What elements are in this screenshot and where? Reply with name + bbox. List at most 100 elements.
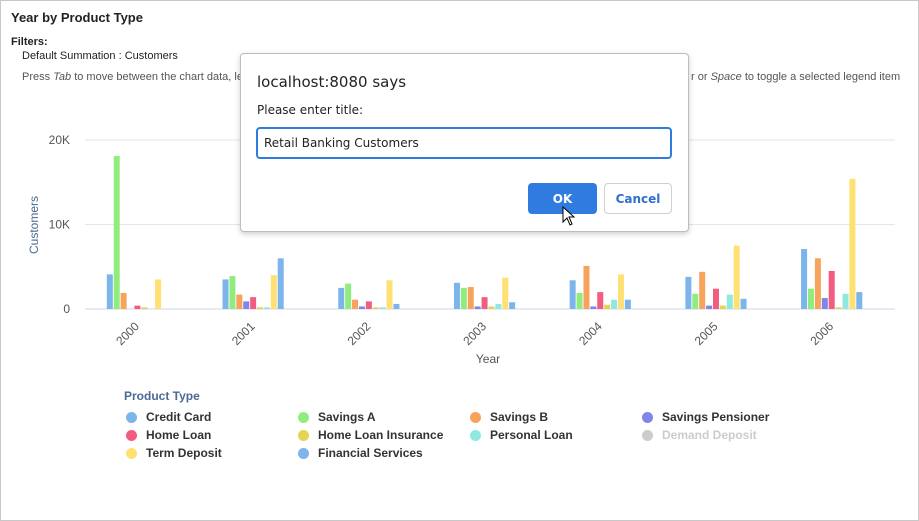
mouse-cursor-icon bbox=[562, 206, 576, 226]
x-tick-label: 2003 bbox=[460, 319, 489, 348]
bar-personal-loan-2004[interactable] bbox=[611, 299, 618, 309]
bar-personal-loan-2001[interactable] bbox=[263, 307, 270, 309]
legend-marker-icon bbox=[298, 411, 309, 423]
bar-home-loan-2004[interactable] bbox=[597, 292, 604, 309]
bar-home-loan-insurance-2002[interactable] bbox=[372, 307, 379, 309]
bar-home-loan-2005[interactable] bbox=[712, 288, 719, 309]
bar-savings-a-2005[interactable] bbox=[692, 293, 699, 309]
bar-term-deposit-2004[interactable] bbox=[617, 274, 624, 309]
bar-term-deposit-2002[interactable] bbox=[386, 280, 393, 309]
bar-savings-a-2003[interactable] bbox=[460, 287, 467, 309]
bar-credit-card-2005[interactable] bbox=[685, 276, 692, 309]
bar-credit-card-2006[interactable] bbox=[801, 249, 808, 309]
legend-label: Home Loan Insurance bbox=[318, 428, 444, 442]
bar-term-deposit-2006[interactable] bbox=[849, 178, 856, 309]
bar-savings-b-2003[interactable] bbox=[467, 287, 474, 309]
legend-item-home-loan-insurance[interactable]: Home Loan Insurance bbox=[298, 428, 443, 442]
bar-term-deposit-2001[interactable] bbox=[270, 275, 277, 309]
hint-key: Space bbox=[710, 71, 742, 83]
bar-home-loan-insurance-2006[interactable] bbox=[835, 307, 842, 309]
bar-home-loan-2002[interactable] bbox=[365, 301, 372, 309]
dialog-message: Please enter title: bbox=[257, 103, 364, 117]
bar-savings-pensioner-2001[interactable] bbox=[243, 301, 250, 309]
legend-marker-icon bbox=[470, 411, 481, 423]
bar-savings-pensioner-2003[interactable] bbox=[474, 306, 481, 309]
bar-savings-a-2004[interactable] bbox=[576, 292, 583, 309]
bar-savings-b-2005[interactable] bbox=[699, 271, 706, 309]
bar-home-loan-insurance-2001[interactable] bbox=[257, 307, 264, 309]
bar-savings-pensioner-2006[interactable] bbox=[821, 298, 828, 309]
bar-financial-services-2005[interactable] bbox=[740, 298, 747, 309]
bar-savings-pensioner-2002[interactable] bbox=[358, 306, 365, 309]
legend-item-savings-pensioner[interactable]: Savings Pensioner bbox=[642, 410, 769, 424]
bar-home-loan-insurance-2000[interactable] bbox=[141, 307, 148, 309]
y-tick-label: 20K bbox=[49, 133, 70, 147]
x-tick-label: 2001 bbox=[229, 319, 258, 348]
legend-marker-icon bbox=[642, 411, 653, 423]
bar-savings-b-2002[interactable] bbox=[352, 299, 359, 309]
bar-home-loan-2000[interactable] bbox=[134, 305, 141, 309]
bar-personal-loan-2003[interactable] bbox=[495, 303, 502, 309]
hint-text: Press bbox=[22, 71, 54, 83]
title-input[interactable] bbox=[256, 127, 672, 159]
x-tick-label: 2002 bbox=[345, 319, 374, 348]
legend-item-savings-b[interactable]: Savings B bbox=[470, 410, 548, 424]
bar-home-loan-insurance-2003[interactable] bbox=[488, 306, 495, 309]
bar-credit-card-2001[interactable] bbox=[222, 279, 229, 309]
bar-savings-pensioner-2004[interactable] bbox=[590, 306, 597, 309]
hint-text: to move between the chart data, le bbox=[71, 71, 243, 83]
legend-item-term-deposit[interactable]: Term Deposit bbox=[126, 446, 222, 460]
legend-item-demand-deposit[interactable]: Demand Deposit bbox=[642, 428, 757, 442]
bar-credit-card-2000[interactable] bbox=[106, 274, 113, 309]
bar-home-loan-insurance-2005[interactable] bbox=[719, 305, 726, 309]
legend-item-financial-services[interactable]: Financial Services bbox=[298, 446, 423, 460]
bar-financial-services-2003[interactable] bbox=[509, 302, 516, 309]
legend-title: Product Type bbox=[124, 389, 200, 403]
legend-marker-icon bbox=[298, 447, 309, 459]
bar-personal-loan-2002[interactable] bbox=[379, 307, 386, 309]
bar-credit-card-2004[interactable] bbox=[569, 280, 576, 309]
legend-item-home-loan[interactable]: Home Loan bbox=[126, 428, 211, 442]
bar-savings-a-2006[interactable] bbox=[807, 288, 814, 309]
legend-label: Savings Pensioner bbox=[662, 410, 770, 424]
legend-label: Personal Loan bbox=[490, 428, 573, 442]
cancel-button[interactable]: Cancel bbox=[604, 183, 672, 214]
bar-home-loan-insurance-2004[interactable] bbox=[604, 304, 611, 309]
legend-label: Demand Deposit bbox=[662, 428, 757, 442]
bar-savings-a-2001[interactable] bbox=[229, 276, 236, 309]
hint-key: Tab bbox=[53, 71, 72, 83]
bar-credit-card-2003[interactable] bbox=[453, 282, 460, 309]
legend-item-credit-card[interactable]: Credit Card bbox=[126, 410, 211, 424]
bar-savings-b-2004[interactable] bbox=[583, 265, 590, 309]
prompt-dialog: localhost:8080 says Please enter title: … bbox=[240, 53, 689, 232]
bar-home-loan-2006[interactable] bbox=[828, 270, 835, 309]
bar-term-deposit-2005[interactable] bbox=[733, 245, 740, 309]
bar-home-loan-2003[interactable] bbox=[481, 297, 488, 309]
legend-marker-icon bbox=[126, 429, 137, 441]
bar-personal-loan-2005[interactable] bbox=[726, 294, 733, 309]
bar-financial-services-2004[interactable] bbox=[624, 299, 631, 309]
legend-label: Savings B bbox=[490, 410, 549, 424]
legend-label: Home Loan bbox=[146, 428, 212, 442]
keyboard-hint-right: r or Space to toggle a selected legend i… bbox=[691, 71, 900, 83]
bar-term-deposit-2000[interactable] bbox=[155, 279, 162, 309]
bar-financial-services-2002[interactable] bbox=[393, 303, 400, 309]
legend-label: Credit Card bbox=[146, 410, 212, 424]
bar-financial-services-2001[interactable] bbox=[277, 258, 284, 309]
legend-item-personal-loan[interactable]: Personal Loan bbox=[470, 428, 573, 442]
y-tick-label: 10K bbox=[49, 218, 70, 232]
bar-credit-card-2002[interactable] bbox=[338, 287, 345, 309]
bar-savings-b-2000[interactable] bbox=[120, 292, 127, 309]
bar-savings-b-2006[interactable] bbox=[814, 258, 821, 309]
bar-term-deposit-2003[interactable] bbox=[502, 277, 509, 309]
legend-item-savings-a[interactable]: Savings A bbox=[298, 410, 376, 424]
legend-marker-icon bbox=[126, 447, 137, 459]
bar-personal-loan-2006[interactable] bbox=[842, 293, 849, 309]
bar-savings-pensioner-2005[interactable] bbox=[706, 305, 713, 309]
bar-savings-b-2001[interactable] bbox=[236, 294, 243, 309]
bar-savings-a-2002[interactable] bbox=[345, 283, 352, 309]
bar-savings-a-2000[interactable] bbox=[113, 156, 120, 309]
legend-marker-icon bbox=[298, 429, 309, 441]
bar-financial-services-2006[interactable] bbox=[856, 292, 863, 309]
bar-home-loan-2001[interactable] bbox=[250, 297, 257, 309]
